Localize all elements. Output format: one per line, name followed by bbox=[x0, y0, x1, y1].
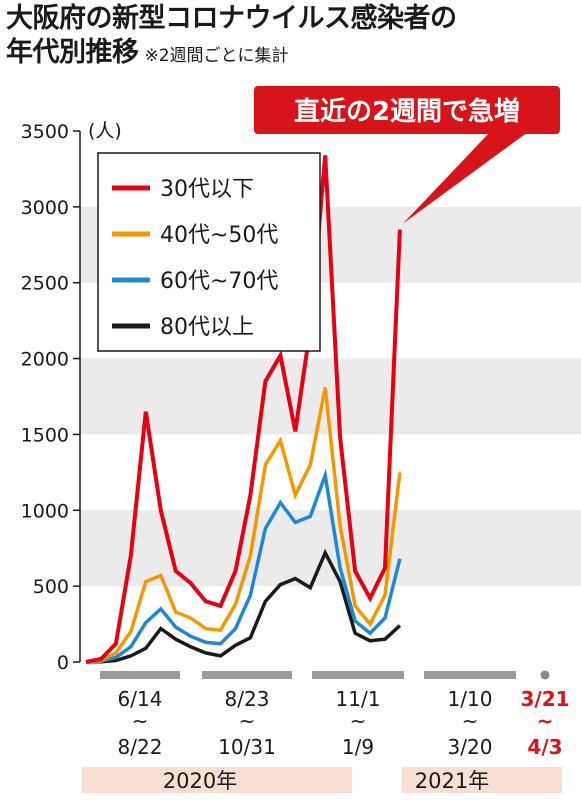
year-label: 2021年 bbox=[415, 769, 489, 793]
x-group-from: 8/23 bbox=[225, 687, 270, 711]
y-tick-label: 500 bbox=[33, 576, 69, 598]
x-group-sep: ~ bbox=[239, 709, 256, 733]
x-group-bar bbox=[312, 671, 404, 679]
series-line-1 bbox=[85, 548, 402, 664]
x-group-from: 6/14 bbox=[118, 687, 163, 711]
x-group-sep: ~ bbox=[462, 709, 479, 733]
x-axis: 6/14~8/228/23~10/3111/1~1/91/10~3/203/21… bbox=[82, 670, 570, 793]
x-group-to: 8/22 bbox=[118, 735, 163, 759]
callout-box bbox=[254, 86, 560, 134]
series-line-4 bbox=[85, 155, 402, 664]
x-group-to: 1/9 bbox=[342, 735, 374, 759]
x-group-from: 11/1 bbox=[336, 687, 381, 711]
legend-box bbox=[97, 152, 321, 352]
x-group-bar bbox=[202, 671, 292, 679]
legend-label: 60代~70代 bbox=[160, 269, 278, 294]
grid-band bbox=[80, 510, 581, 587]
x-group-sep: ~ bbox=[132, 709, 149, 733]
title-line-1: 大阪府の新型コロナウイルス感染者の bbox=[6, 3, 457, 34]
x-group-sep: ~ bbox=[537, 709, 554, 733]
y-tick-label: 1500 bbox=[21, 424, 69, 446]
year-label: 2020年 bbox=[163, 769, 237, 793]
legend-label: 30代以下 bbox=[160, 177, 254, 202]
y-tick-label: 2500 bbox=[21, 273, 69, 295]
chart-title: 大阪府の新型コロナウイルス感染者の 年代別推移 ※2週間ごとに集計 bbox=[6, 2, 576, 73]
year-band-2021 bbox=[402, 767, 562, 793]
title-note: ※2週間ごとに集計 bbox=[144, 46, 289, 66]
y-axis-unit: (人) bbox=[88, 120, 122, 142]
x-group-dot bbox=[540, 670, 550, 680]
legend-label: 80代以上 bbox=[160, 315, 254, 340]
x-group-to: 3/20 bbox=[448, 735, 493, 759]
y-tick-label: 1000 bbox=[21, 500, 69, 522]
y-tick-label: 3000 bbox=[21, 197, 69, 219]
y-tick-label: 2000 bbox=[21, 349, 69, 371]
y-axis-ticks: 0 500 1000 1500 2000 2500 3000 3500 bbox=[21, 121, 80, 674]
x-group-to: 4/3 bbox=[527, 735, 562, 759]
x-group-from: 3/21 bbox=[520, 687, 569, 711]
y-tick-label: 0 bbox=[57, 652, 69, 674]
series-line-3 bbox=[85, 387, 402, 664]
callout-group: 直近の2週間で急増 bbox=[254, 86, 560, 224]
title-line-2-wrap: 年代別推移 ※2週間ごとに集計 bbox=[6, 36, 576, 73]
x-group-bar bbox=[100, 671, 180, 679]
x-group-from: 1/10 bbox=[448, 687, 493, 711]
callout-text: 直近の2週間で急増 bbox=[294, 97, 520, 127]
x-group-to: 10/31 bbox=[218, 735, 276, 759]
series-lines bbox=[85, 155, 402, 664]
legend: 30代以下 40代~50代 60代~70代 80代以上 bbox=[97, 152, 321, 352]
legend-label: 40代~50代 bbox=[160, 223, 278, 248]
year-band-2020 bbox=[82, 767, 352, 793]
y-tick-label: 3500 bbox=[21, 121, 69, 143]
series-line-2 bbox=[85, 468, 402, 664]
x-group-bar bbox=[424, 671, 516, 679]
x-group-sep: ~ bbox=[350, 709, 367, 733]
title-line-2: 年代別推移 bbox=[6, 37, 139, 68]
callout-tail bbox=[402, 132, 528, 224]
